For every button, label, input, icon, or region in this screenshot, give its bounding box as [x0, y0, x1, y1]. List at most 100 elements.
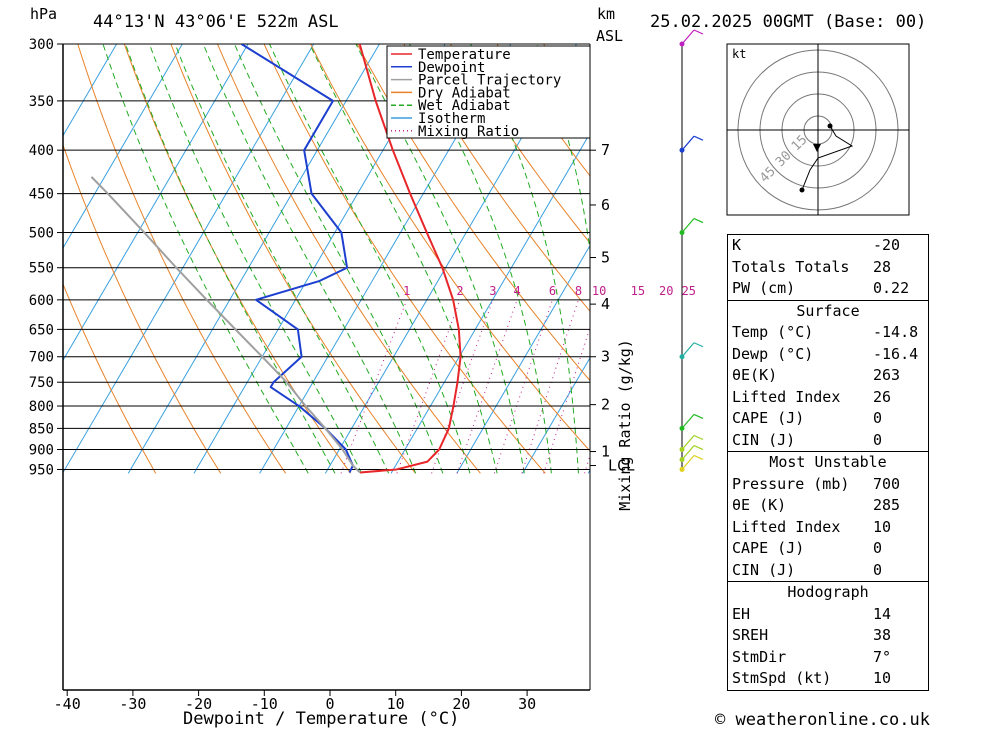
mixing-ratio-label: 25	[682, 284, 696, 298]
credit-link[interactable]: © weatheronline.co.uk	[715, 710, 930, 730]
wind-barb-staff	[681, 445, 695, 461]
km-tick-label: 6	[601, 196, 610, 214]
wind-barb-staff	[681, 414, 695, 429]
mu-cin-label: CIN (J)	[732, 560, 796, 579]
surface-temp-row: Temp (°C) -14.8	[728, 322, 928, 344]
most-unstable-title: Most Unstable	[769, 453, 887, 471]
eh-value: 14	[873, 604, 892, 623]
pressure-tick-label: 850	[29, 421, 54, 437]
x-axis-label: Dewpoint / Temperature (°C)	[183, 709, 460, 729]
mixing-ratio-label: 10	[592, 284, 606, 298]
temperature-tick-label: -20	[185, 695, 212, 713]
km-tick-label: 3	[601, 348, 610, 366]
wet-adiabat-line	[102, 44, 309, 474]
wind-barb-flag	[693, 434, 704, 441]
mu-cape-value: 0	[873, 539, 883, 557]
wet-adiabat-line	[174, 44, 390, 474]
legend-entry: Dewpoint	[418, 60, 485, 76]
hpa-unit-label: hPa	[30, 5, 58, 23]
km-tick-label: 4	[601, 295, 610, 313]
mu-theta-value: 285	[873, 496, 901, 514]
mixing-ratio-line	[543, 326, 590, 474]
temperature-tick-label: -30	[119, 695, 146, 713]
profiles	[90, 44, 462, 474]
k-index-value: -20	[873, 236, 901, 254]
wind-barb-flag	[693, 29, 704, 35]
surface-cape-row: CAPE (J) 0	[728, 408, 928, 430]
mu-pressure-row: Pressure (mb) 700	[728, 474, 928, 496]
indices-panel: K -20 Totals Totals 28 PW (cm) 0.22 Surface…	[727, 234, 929, 691]
wind-barb-flag	[693, 413, 704, 419]
legend-entry: Isotherm	[418, 111, 485, 127]
mu-cape-label: CAPE (J)	[732, 539, 805, 557]
legend-entry: Mixing Ratio	[418, 124, 519, 140]
surface-temp-value: -14.8	[873, 323, 919, 341]
hodograph-end-dot	[799, 187, 805, 193]
temperature-tick-label: 0	[325, 695, 334, 713]
dry-adiabat-line	[77, 44, 287, 474]
km-tick-label: 1	[601, 443, 610, 461]
wind-barb-flag	[693, 135, 704, 141]
pressure-tick-label: 800	[29, 399, 54, 415]
mu-li-value: 10	[873, 517, 892, 536]
pressure-tick-label: 350	[29, 94, 54, 110]
wind-barb-flag	[693, 342, 704, 348]
sreh-row: SREH 38	[728, 625, 928, 647]
mixing-ratio-label: 6	[549, 284, 556, 298]
pressure-tick-label: 650	[29, 322, 54, 338]
pw-label: PW (cm)	[732, 279, 796, 297]
isotherm-line	[456, 244, 590, 474]
pressure-tick-label: 900	[29, 442, 54, 458]
km-tick-label: 2	[601, 396, 610, 414]
temperature-tick-label: 20	[452, 695, 470, 713]
mixing-ratio-label: 20	[659, 284, 673, 298]
legend-box	[386, 45, 591, 139]
wet-adiabat-line	[659, 44, 668, 473]
wind-barb-flag	[693, 454, 704, 461]
wind-barb-staff	[681, 135, 695, 151]
mixing-ratio-label: 15	[631, 284, 645, 298]
mu-li-row: Lifted Index 10	[728, 517, 928, 539]
km-unit-label: km	[597, 5, 616, 23]
surface-dewp-row: Dewp (°C) -16.4	[728, 344, 928, 366]
mixing-ratio-line	[340, 299, 408, 474]
legend-entry: Wet Adiabat	[418, 98, 511, 114]
stmdir-row: StmDir 7°	[728, 647, 928, 669]
wet-adiabat-line	[309, 44, 498, 474]
eh-row: EH 14	[728, 604, 928, 626]
stmspd-row: StmSpd (kt) 10	[728, 668, 928, 690]
km-tick-label: LCL	[608, 457, 635, 475]
eh-label: EH	[732, 604, 751, 623]
wet-adiabat-line	[233, 44, 444, 474]
pressure-tick-label: 300	[29, 37, 54, 53]
mu-cin-value: 0	[873, 560, 883, 579]
wind-column	[679, 29, 704, 472]
pressure-tick-label: 600	[29, 293, 54, 309]
temperature-tick-label: -10	[251, 695, 278, 713]
mixing-ratio-label: 8	[575, 284, 582, 298]
asl-unit-label: ASL	[596, 27, 624, 45]
datetime-title: 25.02.2025 00GMT (Base: 00)	[650, 12, 927, 32]
pressure-tick-label: 450	[29, 187, 54, 203]
surface-theta-row: θE(K) 263	[728, 365, 928, 387]
surface-cin-label: CIN (J)	[732, 430, 796, 449]
isotherm-line	[63, 44, 249, 362]
mu-theta-label: θE (K)	[732, 496, 787, 514]
temperature-profile	[358, 44, 462, 474]
dry-adiabat-line	[63, 282, 157, 474]
k-index-row: K -20	[728, 235, 928, 257]
pressure-tick-label: 500	[29, 226, 54, 242]
wind-barb-flag	[693, 217, 704, 224]
isotherm-line	[522, 356, 590, 474]
surface-cape-value: 0	[873, 409, 883, 427]
wet-adiabat-line	[686, 44, 712, 473]
stmdir-value: 7°	[873, 647, 892, 666]
isotherm-line	[63, 44, 118, 137]
mu-pressure-value: 700	[873, 474, 901, 493]
pw-value: 0.22	[873, 279, 910, 297]
totals-row: Totals Totals 28	[728, 257, 928, 279]
surface-li-label: Lifted Index	[732, 387, 841, 406]
